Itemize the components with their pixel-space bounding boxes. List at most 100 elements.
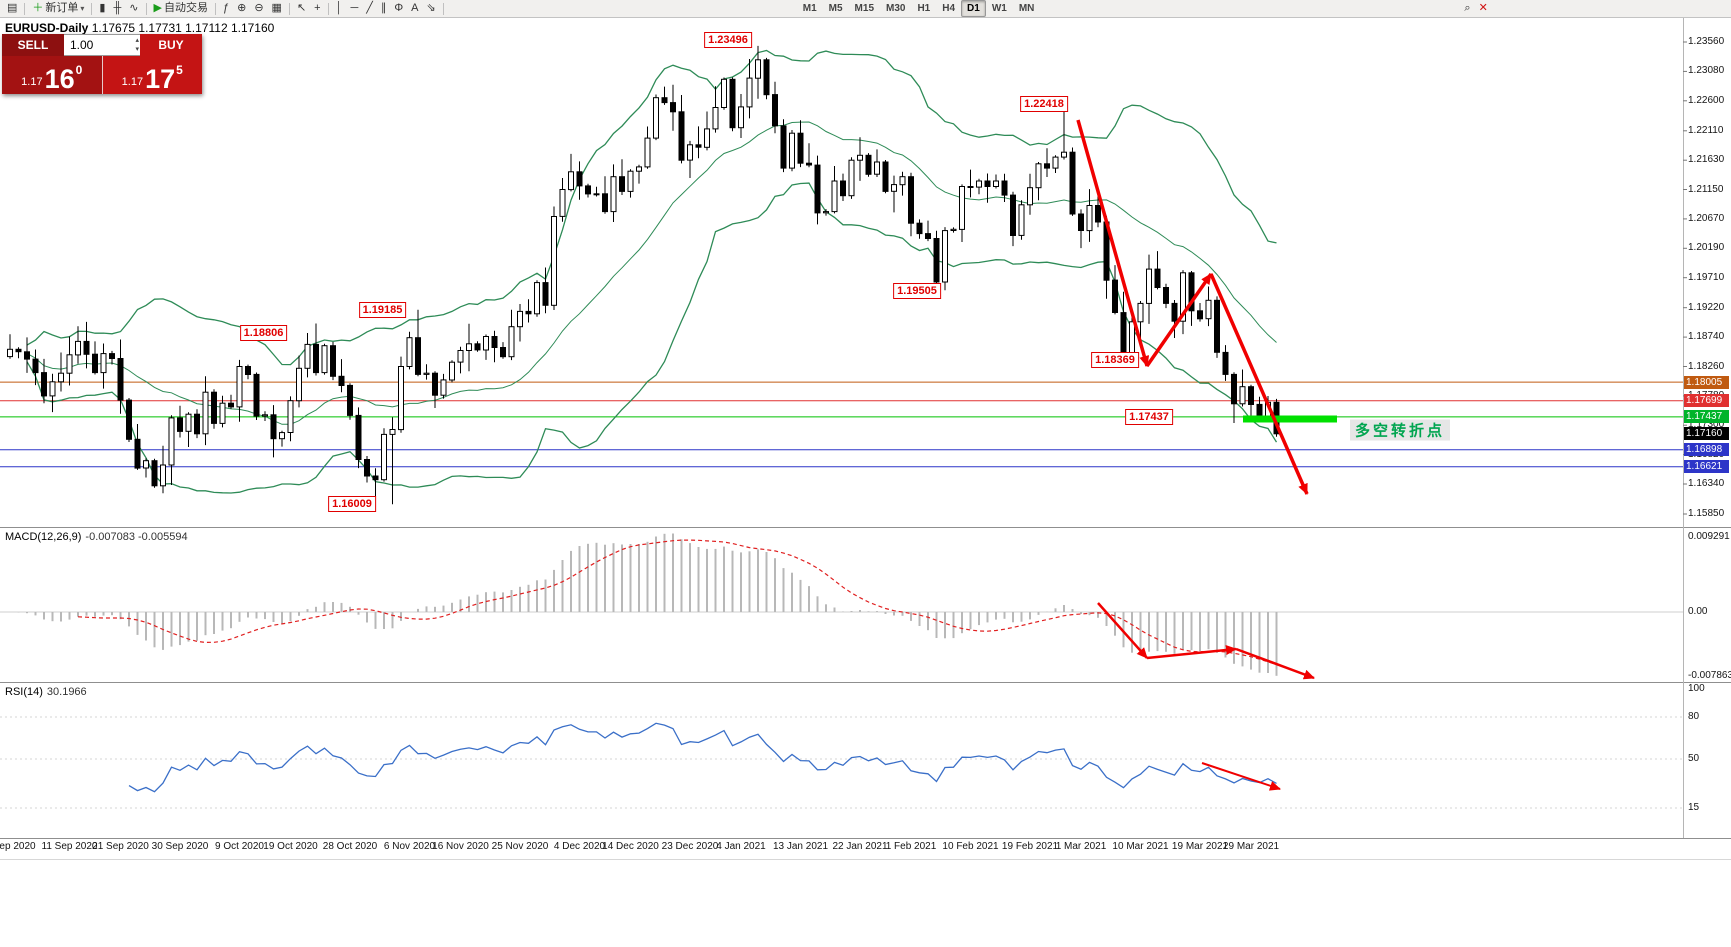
- date-label: 22 Jan 2021: [832, 841, 888, 852]
- toolbar-separator: [24, 2, 26, 15]
- timeframe-mn-button[interactable]: MN: [1018, 3, 1035, 14]
- price-tag: 1.17160: [1684, 427, 1729, 441]
- toolbar-separator: [214, 2, 216, 15]
- candlestick-chart-icon[interactable]: ▮: [99, 2, 106, 14]
- volume-down-button[interactable]: ▾: [135, 46, 139, 53]
- price-annotation[interactable]: 1.16009: [328, 496, 376, 513]
- timeframe-w1-button[interactable]: W1: [991, 3, 1007, 14]
- buy-button[interactable]: BUY: [140, 34, 202, 56]
- timeframe-m30-button[interactable]: M30: [886, 3, 906, 14]
- timeframe-d1-button[interactable]: D1: [961, 0, 986, 17]
- date-label: 25 Nov 2020: [491, 841, 549, 852]
- price-scale-label: 1.18260: [1688, 360, 1725, 372]
- toolbar-separator: [91, 2, 93, 15]
- buy-price-small: 1.17: [121, 76, 144, 88]
- macd-values: -0.007083 -0.005594: [85, 531, 188, 543]
- horizontal-line-icon[interactable]: ─: [350, 2, 359, 14]
- sell-price-sup: 0: [75, 63, 83, 77]
- date-label: 10 Feb 2021: [942, 841, 999, 852]
- volume-field: ▴ ▾: [64, 34, 140, 56]
- price-annotation[interactable]: 1.18806: [239, 325, 288, 342]
- price-annotation[interactable]: 1.22418: [1020, 95, 1068, 112]
- macd-name: MACD(12,26,9): [5, 531, 82, 543]
- volume-input[interactable]: [64, 35, 140, 55]
- price-tag: 1.16898: [1684, 443, 1729, 457]
- price-scale-label: 1.21150: [1688, 183, 1724, 195]
- line-chart-icon[interactable]: ∿: [129, 2, 139, 14]
- arrows-icon[interactable]: ⇘: [426, 2, 436, 14]
- date-label: 16 Nov 2020: [432, 841, 489, 852]
- price-annotation[interactable]: 1.18369: [1091, 351, 1139, 368]
- macd-panel[interactable]: [0, 527, 1731, 683]
- sell-button[interactable]: SELL: [2, 34, 64, 56]
- bar-chart-icon[interactable]: ╫: [113, 2, 122, 14]
- timeframe-h4-button[interactable]: H4: [942, 3, 956, 14]
- rsi-indicator-label: RSI(14) 30.1966: [5, 686, 87, 698]
- buy-price[interactable]: 1.17 17 5: [102, 56, 202, 95]
- chart-header: EURUSD-Daily 1.17675 1.17731 1.17112 1.1…: [5, 21, 274, 35]
- price-annotation[interactable]: 1.19505: [893, 282, 941, 299]
- text-icon[interactable]: A: [411, 2, 419, 14]
- price-tag: 1.17699: [1684, 394, 1729, 408]
- date-label: 21 Sep 2020: [92, 841, 149, 852]
- price-scale-label: 1.19710: [1688, 271, 1725, 283]
- timeframe-h1-button[interactable]: H1: [917, 3, 931, 14]
- indicators-icon[interactable]: ƒ: [222, 2, 230, 14]
- price-scale-divider: [1683, 17, 1684, 838]
- price-scale-label: 1.23560: [1688, 36, 1725, 47]
- toolbar-separator: [288, 2, 290, 15]
- price-chart-panel[interactable]: [0, 17, 1731, 527]
- timeframe-m15-button[interactable]: M15: [854, 3, 874, 14]
- macd-indicator-label: MACD(12,26,9) -0.007083 -0.005594: [5, 531, 188, 543]
- close-toolbar-icon[interactable]: ✕: [1478, 2, 1488, 14]
- sell-price-small: 1.17: [21, 76, 43, 88]
- buy-price-big: 17: [145, 64, 176, 95]
- rsi-scale-label: 80: [1688, 711, 1700, 722]
- date-label: 29 Mar 2021: [1222, 841, 1280, 852]
- search-icon[interactable]: ⌕: [1464, 2, 1471, 14]
- price-tag: 1.17437: [1684, 410, 1729, 424]
- timeframe-m1-button[interactable]: M1: [802, 3, 817, 14]
- time-axis[interactable]: [0, 838, 1731, 860]
- price-scale-label: 1.22110: [1688, 124, 1724, 136]
- price-scale-label: 1.17300: [1688, 419, 1725, 431]
- charts-window-icon[interactable]: ▤: [7, 2, 18, 14]
- rsi-value: 30.1966: [46, 686, 87, 698]
- tile-windows-icon[interactable]: ▦: [271, 2, 282, 14]
- macd-scale-label: -0.007863: [1688, 669, 1731, 681]
- rsi-name: RSI(14): [5, 686, 43, 698]
- price-scale-label: 1.15850: [1688, 508, 1725, 519]
- crosshair-icon[interactable]: +: [314, 2, 321, 14]
- price-annotation[interactable]: 1.17437: [1125, 408, 1173, 425]
- date-label: 28 Oct 2020: [322, 841, 378, 852]
- timeframe-m5-button[interactable]: M5: [828, 3, 843, 14]
- volume-up-button[interactable]: ▴: [135, 37, 139, 44]
- toolbar: ▤ ＋新订单 ▾ ▮ ╫ ∿ ▶ 自动交易 ƒ ⊕ ⊖ ▦ ↖ + │ ─ ╱ ∥ Φ A ⇘ M1 M5 M15 M30 H1 H…: [0, 0, 1731, 18]
- rsi-scale-label: 15: [1688, 802, 1700, 813]
- price-scale-label: 1.23080: [1688, 65, 1725, 77]
- fibonacci-icon[interactable]: Φ: [394, 2, 404, 14]
- rsi-panel[interactable]: [0, 682, 1731, 839]
- macd-scale-label: 0.00: [1688, 606, 1708, 617]
- channel-icon[interactable]: ∥: [380, 2, 387, 14]
- price-annotation[interactable]: 1.23496: [704, 31, 752, 48]
- date-label: 4 Jan 2021: [716, 841, 766, 852]
- auto-trading-button[interactable]: ▶ 自动交易: [153, 2, 208, 14]
- new-order-button[interactable]: ＋新订单 ▾: [32, 2, 85, 14]
- price-scale-label: 1.18740: [1688, 331, 1725, 343]
- sell-price[interactable]: 1.17 16 0: [2, 56, 103, 94]
- turning-point-label[interactable]: 多空转折点: [1350, 419, 1451, 441]
- price-annotation[interactable]: 1.19185: [358, 302, 407, 319]
- price-tag: 1.16621: [1684, 460, 1729, 474]
- trendline-icon[interactable]: ╱: [366, 2, 373, 14]
- date-label: 1 Mar 2021: [1055, 841, 1107, 852]
- zoom-in-icon[interactable]: ⊕: [237, 2, 247, 14]
- date-label: 30 Sep 2020: [151, 841, 209, 852]
- price-scale-label: 1.16340: [1688, 478, 1725, 489]
- cursor-icon[interactable]: ↖: [296, 2, 307, 14]
- zoom-out-icon[interactable]: ⊖: [254, 2, 264, 14]
- price-scale-label: 1.19220: [1688, 301, 1725, 313]
- vertical-line-icon[interactable]: │: [335, 2, 343, 14]
- date-label: 23 Dec 2020: [661, 841, 719, 852]
